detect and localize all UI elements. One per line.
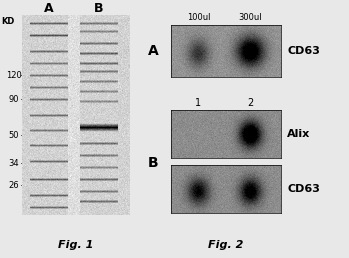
Text: 1: 1	[195, 98, 202, 108]
Text: Alix: Alix	[287, 129, 310, 139]
Text: 300ul: 300ul	[238, 12, 262, 21]
Text: 90: 90	[9, 94, 19, 103]
Text: CD63: CD63	[287, 184, 320, 194]
Text: 50: 50	[9, 131, 19, 140]
Text: 2: 2	[247, 98, 253, 108]
Text: A: A	[44, 3, 54, 15]
Text: B: B	[148, 156, 158, 170]
Text: Fig. 1: Fig. 1	[58, 240, 94, 250]
Text: KD: KD	[1, 18, 15, 27]
Text: CD63: CD63	[287, 46, 320, 56]
Text: 34: 34	[9, 158, 19, 167]
Text: 100ul: 100ul	[187, 12, 210, 21]
Text: 120: 120	[6, 70, 22, 79]
Text: 26: 26	[9, 181, 19, 189]
Text: Fig. 2: Fig. 2	[208, 240, 244, 250]
Text: A: A	[148, 44, 158, 58]
Text: B: B	[94, 3, 104, 15]
